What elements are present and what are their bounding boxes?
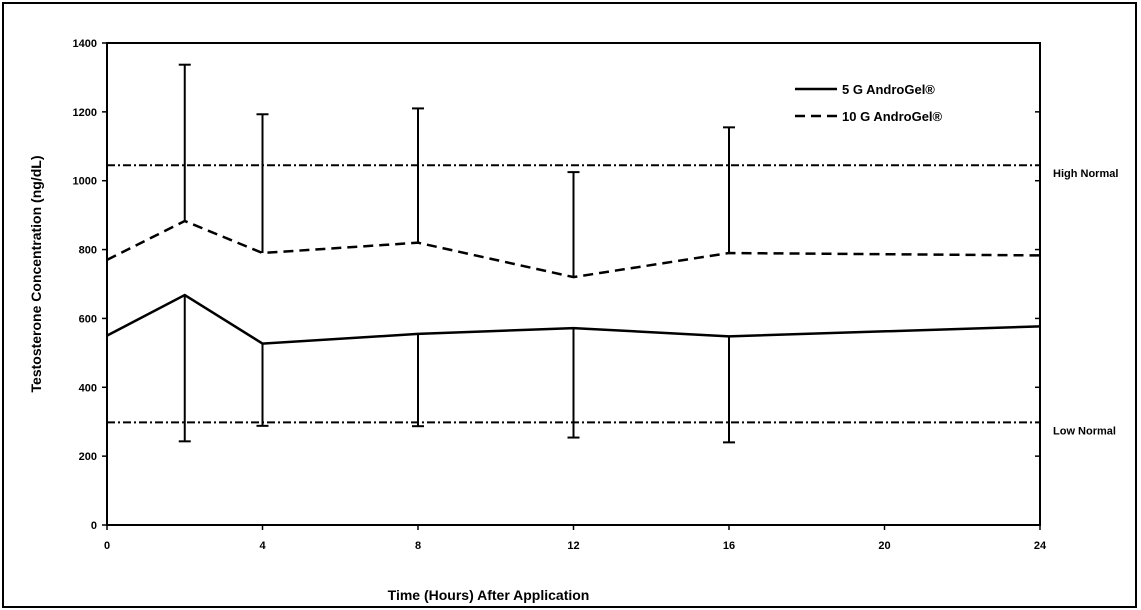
- x-tick-label: 12: [567, 540, 579, 552]
- y-tick-label: 800: [79, 245, 97, 257]
- y-tick-label: 400: [79, 382, 97, 394]
- reference-line-label: Low Normal: [1053, 425, 1116, 437]
- x-axis-title: Time (Hours) After Application: [388, 587, 590, 603]
- legend-label: 10 G AndroGel®: [842, 109, 943, 124]
- legend-label: 5 G AndroGel®: [842, 82, 935, 97]
- x-tick-label: 16: [723, 540, 735, 552]
- reference-line-label: High Normal: [1053, 168, 1118, 180]
- x-tick-label: 24: [1034, 540, 1047, 552]
- y-tick-label: 200: [79, 451, 97, 463]
- y-tick-label: 1000: [73, 176, 97, 188]
- y-axis-title: Testosterone Concentration (ng/dL): [28, 156, 44, 393]
- x-tick-label: 0: [104, 540, 110, 552]
- x-tick-label: 8: [415, 540, 421, 552]
- y-tick-label: 1400: [73, 38, 97, 50]
- y-tick-label: 0: [91, 520, 97, 532]
- y-tick-label: 600: [79, 313, 97, 325]
- x-tick-label: 20: [878, 540, 890, 552]
- y-tick-label: 1200: [73, 107, 97, 119]
- x-tick-label: 4: [259, 540, 266, 552]
